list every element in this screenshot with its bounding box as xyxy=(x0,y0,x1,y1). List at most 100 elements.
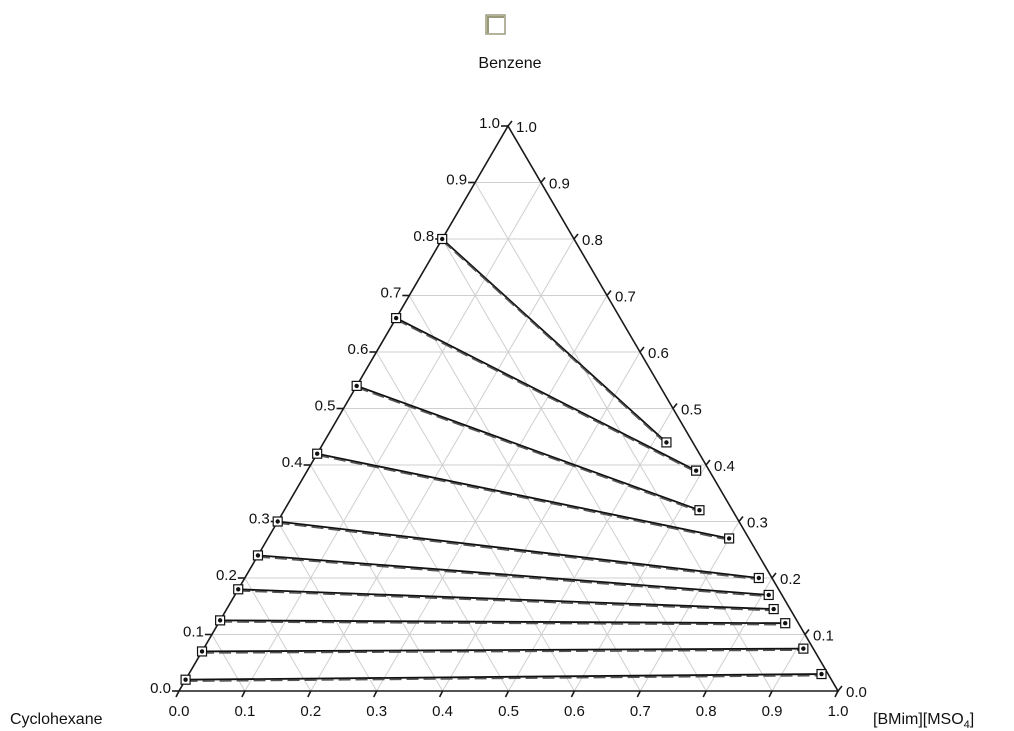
bottom-tick-mark xyxy=(570,690,576,698)
right-tick-mark xyxy=(573,233,579,240)
tie-point-right-dot xyxy=(756,575,762,581)
tie-line xyxy=(277,520,759,579)
tie-point-right-dot xyxy=(726,536,732,541)
tie-line-calc xyxy=(317,454,730,541)
right-tick-mark xyxy=(507,120,513,127)
right-tick-label: 0.1 xyxy=(813,628,834,645)
tie-line-calc xyxy=(238,590,774,612)
tie-lines xyxy=(180,233,827,685)
grid-layer xyxy=(211,182,806,692)
tie-point-left-dot xyxy=(183,677,188,682)
bottom-tick-mark xyxy=(702,690,707,698)
bottom-tick-label: 0.2 xyxy=(300,703,321,720)
right-tick-mark xyxy=(804,629,810,635)
grid-line-il-6 xyxy=(573,464,707,692)
tie-line-calc xyxy=(277,522,759,581)
grid-line-cyclohexane-9 xyxy=(211,634,246,692)
tie-line xyxy=(185,673,822,681)
legend-swatch-shade xyxy=(487,16,504,33)
right-tick-mark xyxy=(771,572,777,579)
bottom-tick-mark xyxy=(241,690,246,698)
tie-line xyxy=(202,647,804,653)
tie-point-left-dot xyxy=(275,519,280,524)
tie-point-left-dot xyxy=(440,236,445,242)
vertex-label-right: [BMim][MSO4] xyxy=(873,711,974,731)
right-tick-label: 0.7 xyxy=(615,289,636,306)
grid-line-cyclohexane-5 xyxy=(343,408,509,692)
tie-line-calc xyxy=(220,621,786,626)
left-tick-label: 0.6 xyxy=(348,341,369,358)
bottom-tick-label: 0.1 xyxy=(234,703,255,720)
right-tick-mark xyxy=(837,685,843,692)
tie-point-right-dot xyxy=(664,440,669,445)
bottom-tick-mark xyxy=(372,690,378,698)
bottom-tick-mark xyxy=(636,690,642,698)
right-tick-label: 0.4 xyxy=(714,458,735,475)
right-tick-mark xyxy=(705,459,711,466)
tie-line-calc xyxy=(185,674,822,682)
vertex-label-right-sub: 4 xyxy=(964,719,970,731)
right-tick-label: 1.0 xyxy=(516,119,537,136)
tie-point-right-dot xyxy=(693,468,699,473)
tie-point-right-dot xyxy=(697,508,702,513)
tie-line xyxy=(441,238,668,444)
tie-point-right-dot xyxy=(771,606,776,612)
left-tick-label: 0.4 xyxy=(282,454,303,471)
bottom-tick-mark xyxy=(834,690,839,698)
vertex-label-top: Benzene xyxy=(478,55,541,72)
tie-point-left-dot xyxy=(393,315,399,321)
grid-line-cyclohexane-7 xyxy=(277,521,378,692)
tie-line-calc xyxy=(395,318,697,473)
bottom-tick-label: 0.7 xyxy=(630,703,651,720)
triangle-frame xyxy=(172,120,843,698)
bottom-tick-label: 0.3 xyxy=(366,703,387,720)
tie-line-calc xyxy=(356,386,700,513)
bottom-tick-mark xyxy=(438,690,444,698)
grid-line-cyclohexane-8 xyxy=(244,577,312,692)
left-tick-label: 1.0 xyxy=(479,115,500,132)
tie-line xyxy=(220,619,786,625)
tie-point-left-dot xyxy=(236,587,241,592)
grid-line-il-8 xyxy=(705,577,773,692)
vertex-label-right-close: ] xyxy=(970,711,974,728)
tick-labels: 0.0 0.1 0.2 0.3 0.4 0.5 0.6 0.7 0.8 0.9 1.0 0.0 0.1 0… xyxy=(150,115,867,720)
tie-point-right-dot xyxy=(819,671,824,677)
right-tick-mark xyxy=(606,290,612,296)
tie-line-calc xyxy=(202,649,804,654)
bottom-tick-label: 1.0 xyxy=(828,703,849,720)
tie-line xyxy=(316,452,730,540)
bottom-tick-label: 0.4 xyxy=(432,703,453,720)
tie-line-calc xyxy=(257,556,769,598)
tie-point-left-dot xyxy=(217,618,223,623)
bottom-tick-label: 0.0 xyxy=(169,703,190,720)
left-tick-label: 0.0 xyxy=(150,680,171,697)
tie-line xyxy=(257,554,769,596)
tie-point-right-dot xyxy=(801,646,806,651)
right-tick-mark xyxy=(738,516,744,522)
left-tick-label: 0.3 xyxy=(249,511,270,528)
right-tick-label: 0.5 xyxy=(681,402,702,419)
grid-line-il-3 xyxy=(376,295,608,692)
bottom-tick-mark xyxy=(768,690,773,698)
grid-line-cyclohexane-1 xyxy=(474,182,773,692)
grid-line-cyclohexane-3 xyxy=(408,295,641,692)
bottom-tick-label: 0.8 xyxy=(696,703,717,720)
bottom-tick-label: 0.6 xyxy=(564,703,585,720)
bottom-tick-mark xyxy=(504,690,510,698)
tie-line xyxy=(238,588,774,610)
right-tick-label: 0.0 xyxy=(846,684,867,701)
left-tick-label: 0.9 xyxy=(446,172,467,189)
tie-point-left-dot xyxy=(354,383,359,389)
tie-point-left-dot xyxy=(314,451,320,456)
bottom-tick-mark xyxy=(175,690,180,698)
left-tick-label: 0.1 xyxy=(183,624,204,641)
tie-line xyxy=(395,317,697,472)
tie-line-calc xyxy=(441,239,667,445)
tie-line xyxy=(356,385,700,512)
right-tick-label: 0.3 xyxy=(747,515,768,532)
vertex-label-right-main: [BMim][MSO xyxy=(873,711,964,728)
grid-line-il-9 xyxy=(771,634,806,692)
bottom-tick-mark xyxy=(307,690,312,698)
left-tick-label: 0.7 xyxy=(380,285,401,302)
